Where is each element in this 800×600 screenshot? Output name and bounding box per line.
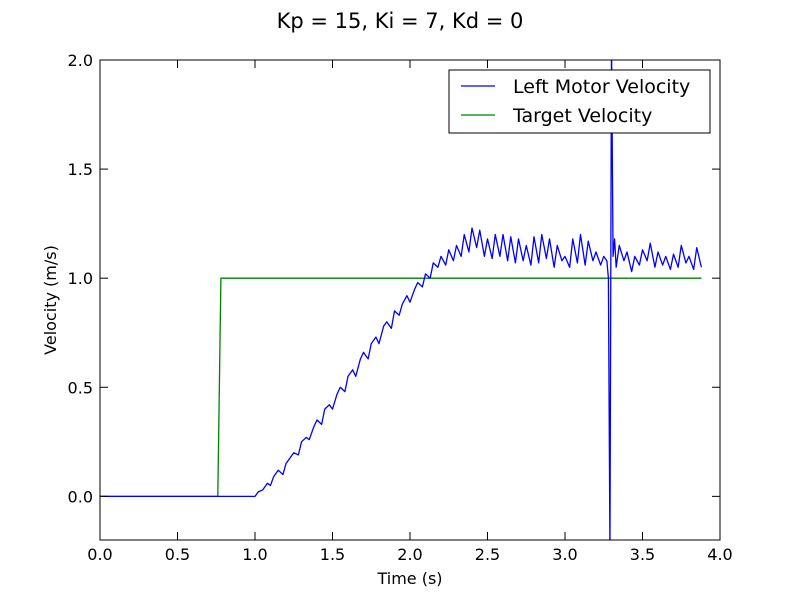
y-tick-label: 0.5 xyxy=(68,378,93,397)
legend-box xyxy=(448,69,711,134)
series-layer xyxy=(100,60,703,540)
x-tick-label: 4.0 xyxy=(707,545,732,564)
x-tick-label: 0.0 xyxy=(87,545,112,564)
series-line-left-motor-velocity xyxy=(100,60,703,540)
chart-title: Kp = 15, Ki = 7, Kd = 0 xyxy=(277,9,524,33)
x-tick-label: 3.0 xyxy=(552,545,577,564)
y-axis-label: Velocity (m/s) xyxy=(41,245,60,355)
legend: Left Motor Velocity Target Velocity xyxy=(448,69,711,134)
x-tick-label: 3.5 xyxy=(630,545,655,564)
x-tick-label: 1.5 xyxy=(320,545,345,564)
y-tick-label: 1.5 xyxy=(68,160,93,179)
x-axis-label: Time (s) xyxy=(376,569,442,588)
y-tick-label: 1.0 xyxy=(68,269,93,288)
legend-label-left-motor: Left Motor Velocity xyxy=(513,76,690,98)
x-tick-label: 1.0 xyxy=(242,545,267,564)
legend-label-target: Target Velocity xyxy=(512,105,652,127)
x-tick-label: 2.5 xyxy=(475,545,500,564)
x-tick-label: 0.5 xyxy=(165,545,190,564)
y-tick-label: 2.0 xyxy=(68,51,93,70)
y-tick-label: 0.0 xyxy=(68,487,93,506)
ticks-layer: 0.0 0.5 1.0 1.5 2.0 2.5 3.0 3.5 4.0 0.0 0.5 1.0 1.5 2… xyxy=(68,51,733,564)
x-tick-label: 2.0 xyxy=(397,545,422,564)
